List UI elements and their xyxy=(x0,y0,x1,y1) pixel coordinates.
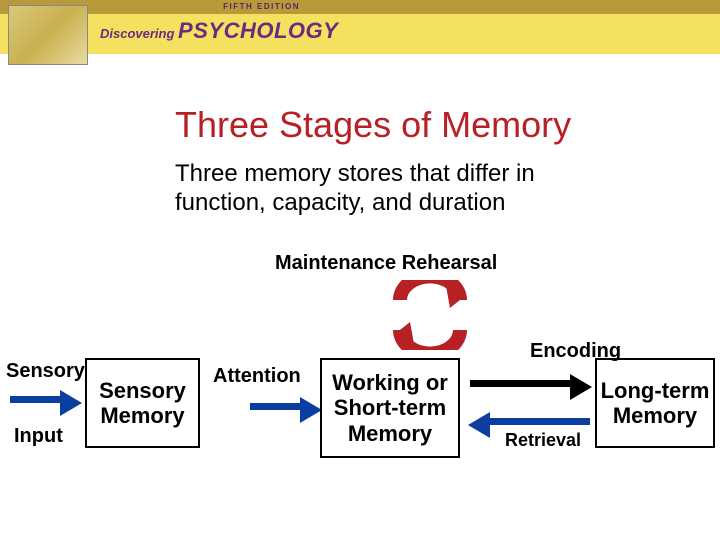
input-arrow-head xyxy=(60,390,82,416)
memory-diagram: Sensory Input Sensory Memory Attention W… xyxy=(0,280,720,520)
retrieval-arrow xyxy=(490,418,590,425)
retrieval-label: Retrieval xyxy=(505,430,581,451)
encoding-arrow xyxy=(470,380,570,387)
page-subtitle: Three memory stores that differ in funct… xyxy=(175,160,595,218)
maintenance-rehearsal-label: Maintenance Rehearsal xyxy=(275,252,497,275)
header-accent-bar xyxy=(0,0,720,14)
edition-label: FIFTH EDITION xyxy=(223,2,300,11)
attention-arrow-head xyxy=(300,397,322,423)
attention-arrow xyxy=(250,403,300,410)
brand-small: Discovering xyxy=(100,26,174,41)
brand-big: PSYCHOLOGY xyxy=(178,18,338,43)
sensory-memory-box: Sensory Memory xyxy=(85,358,200,448)
sensory-label: Sensory xyxy=(6,360,85,383)
header: Discovering PSYCHOLOGY FIFTH EDITION xyxy=(0,0,720,70)
rehearsal-cycle-icon xyxy=(380,280,480,350)
brand-text: Discovering PSYCHOLOGY xyxy=(100,18,338,44)
working-memory-box: Working or Short-term Memory xyxy=(320,358,460,458)
attention-label: Attention xyxy=(213,365,301,388)
input-label: Input xyxy=(14,425,63,448)
book-cover-thumb xyxy=(8,5,88,65)
input-arrow xyxy=(10,396,60,403)
longterm-memory-box: Long-term Memory xyxy=(595,358,715,448)
page-title: Three Stages of Memory xyxy=(175,104,571,146)
retrieval-arrow-head xyxy=(468,412,490,438)
encoding-arrow-head xyxy=(570,374,592,400)
